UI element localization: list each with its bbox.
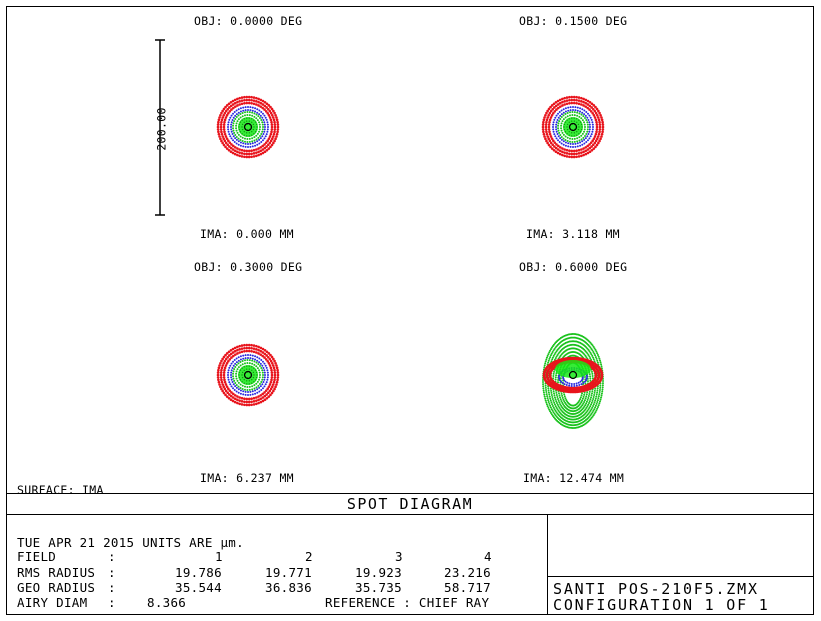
scale-bar-label: 200.00 <box>154 107 169 151</box>
field-row-colon: : <box>108 549 116 564</box>
geo-value-1: 35.544 <box>175 580 222 595</box>
field-2-obj-label: OBJ: 0.1500 DEG <box>519 14 628 28</box>
airy-value: 8.366 <box>147 595 187 610</box>
configuration-label: CONFIGURATION 1 OF 1 <box>553 596 770 614</box>
spot-field-2 <box>541 95 605 159</box>
geo-row-label: GEO RADIUS <box>17 580 96 595</box>
plot-frame <box>6 6 814 615</box>
title-block-divider <box>547 576 814 577</box>
field-4-obj-label: OBJ: 0.6000 DEG <box>519 260 628 274</box>
spot-field-1 <box>216 95 280 159</box>
rms-value-3: 19.923 <box>355 565 402 580</box>
rms-value-4: 23.216 <box>444 565 491 580</box>
airy-row-colon: : <box>108 595 116 610</box>
rms-row-colon: : <box>108 565 116 580</box>
geo-value-2: 36.836 <box>265 580 312 595</box>
field-value-2: 2 <box>305 549 313 564</box>
field-1-ima-label: IMA: 0.000 MM <box>200 227 294 241</box>
info-divider <box>6 514 814 515</box>
rms-value-1: 19.786 <box>175 565 222 580</box>
geo-value-3: 35.735 <box>355 580 402 595</box>
plot-title: SPOT DIAGRAM <box>346 495 474 513</box>
info-vertical-divider <box>547 514 548 615</box>
field-3-ima-label: IMA: 6.237 MM <box>200 471 294 485</box>
field-4-ima-label: IMA: 12.474 MM <box>523 471 625 485</box>
field-value-3: 3 <box>395 549 403 564</box>
rms-row-label: RMS RADIUS <box>17 565 96 580</box>
spot-field-3 <box>216 343 280 407</box>
field-2-ima-label: IMA: 3.118 MM <box>526 227 620 241</box>
date-units-line: TUE APR 21 2015 UNITS ARE µm. <box>17 535 244 550</box>
airy-row-label: AIRY DIAM <box>17 595 88 610</box>
field-value-4: 4 <box>484 549 492 564</box>
field-row-label: FIELD <box>17 549 57 564</box>
title-divider <box>6 493 814 494</box>
geo-value-4: 58.717 <box>444 580 491 595</box>
field-1-obj-label: OBJ: 0.0000 DEG <box>194 14 303 28</box>
file-name: SANTI POS-210F5.ZMX <box>553 580 759 598</box>
geo-row-colon: : <box>108 580 116 595</box>
field-3-obj-label: OBJ: 0.3000 DEG <box>194 260 303 274</box>
scale-bar <box>155 39 165 216</box>
field-value-1: 1 <box>215 549 223 564</box>
spot-field-4 <box>542 333 604 429</box>
rms-value-2: 19.771 <box>265 565 312 580</box>
reference-label: REFERENCE : CHIEF RAY <box>325 595 490 610</box>
